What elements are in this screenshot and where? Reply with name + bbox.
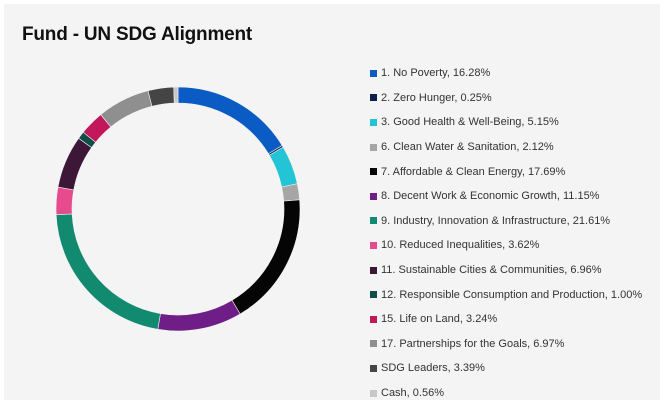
donut-slice-8 [57,137,93,191]
legend-swatch [370,192,377,200]
legend-item: 15. Life on Land, 3.24% [370,307,642,332]
legend-item: 8. Decent Work & Economic Growth, 11.15% [370,184,642,209]
legend-item: 9. Industry, Innovation & Infrastructure… [370,209,642,234]
legend-swatch [370,315,377,323]
donut-slice-5 [157,299,241,332]
legend-item: Cash, 0.56% [370,381,642,400]
legend-swatch [370,168,377,176]
legend-item: 3. Good Health & Well-Being, 5.15% [370,110,642,135]
legend-item: 7. Affordable & Clean Energy, 17.69% [370,159,642,184]
legend-label: 11. Sustainable Cities & Communities, 6.… [381,264,602,277]
legend-label: 12. Responsible Consumption and Producti… [381,288,643,301]
legend-label: 2. Zero Hunger, 0.25% [381,91,492,104]
legend-label: SDG Leaders, 3.39% [381,362,485,375]
donut-chart [55,86,301,332]
legend-label: 1. No Poverty, 16.28% [381,67,491,80]
legend-item: 17. Partnerships for the Goals, 6.97% [370,332,642,357]
donut-slice-11 [100,90,153,128]
legend-label: 15. Life on Land, 3.24% [381,313,498,326]
chart-legend: 1. No Poverty, 16.28% 2. Zero Hunger, 0.2… [370,61,642,400]
legend-swatch [370,143,377,151]
legend-item: 6. Clean Water & Sanitation, 2.12% [370,135,642,160]
legend-item: 11. Sustainable Cities & Communities, 6.… [370,258,642,283]
donut-slice-6 [55,213,161,330]
donut-slice-7 [55,186,75,216]
donut-slice-12 [147,86,175,107]
legend-label: 3. Good Health & Well-Being, 5.15% [381,116,559,129]
legend-swatch [370,94,377,102]
legend-label: 10. Reduced Inequalities, 3.62% [381,239,540,252]
legend-label: 8. Decent Work & Economic Growth, 11.15% [381,190,600,203]
legend-swatch [370,291,377,299]
legend-label: 7. Affordable & Clean Energy, 17.69% [381,165,566,178]
legend-item: 12. Responsible Consumption and Producti… [370,282,642,307]
donut-slice-13 [173,86,179,104]
legend-item: SDG Leaders, 3.39% [370,356,642,381]
legend-swatch [370,340,377,348]
legend-swatch [370,364,377,372]
legend-swatch [370,241,377,249]
donut-slice-0 [177,86,283,155]
legend-label: Cash, 0.56% [381,387,444,400]
chart-title: Fund - UN SDG Alignment [22,24,253,45]
donut-slice-2 [268,146,298,188]
legend-swatch [370,118,377,126]
donut-slice-3 [281,183,300,202]
legend-swatch [370,389,377,397]
legend-label: 6. Clean Water & Sanitation, 2.12% [381,141,554,154]
legend-label: 17. Partnerships for the Goals, 6.97% [381,337,565,350]
legend-swatch [370,217,377,225]
legend-swatch [370,266,377,274]
legend-item: 2. Zero Hunger, 0.25% [370,86,642,111]
chart-panel: Fund - UN SDG Alignment 1. No Poverty, 1… [4,4,660,400]
legend-item: 1. No Poverty, 16.28% [370,61,642,86]
donut-slice-4 [231,199,301,315]
legend-item: 10. Reduced Inequalities, 3.62% [370,233,642,258]
legend-swatch [370,69,377,77]
legend-label: 9. Industry, Innovation & Infrastructure… [381,214,611,227]
